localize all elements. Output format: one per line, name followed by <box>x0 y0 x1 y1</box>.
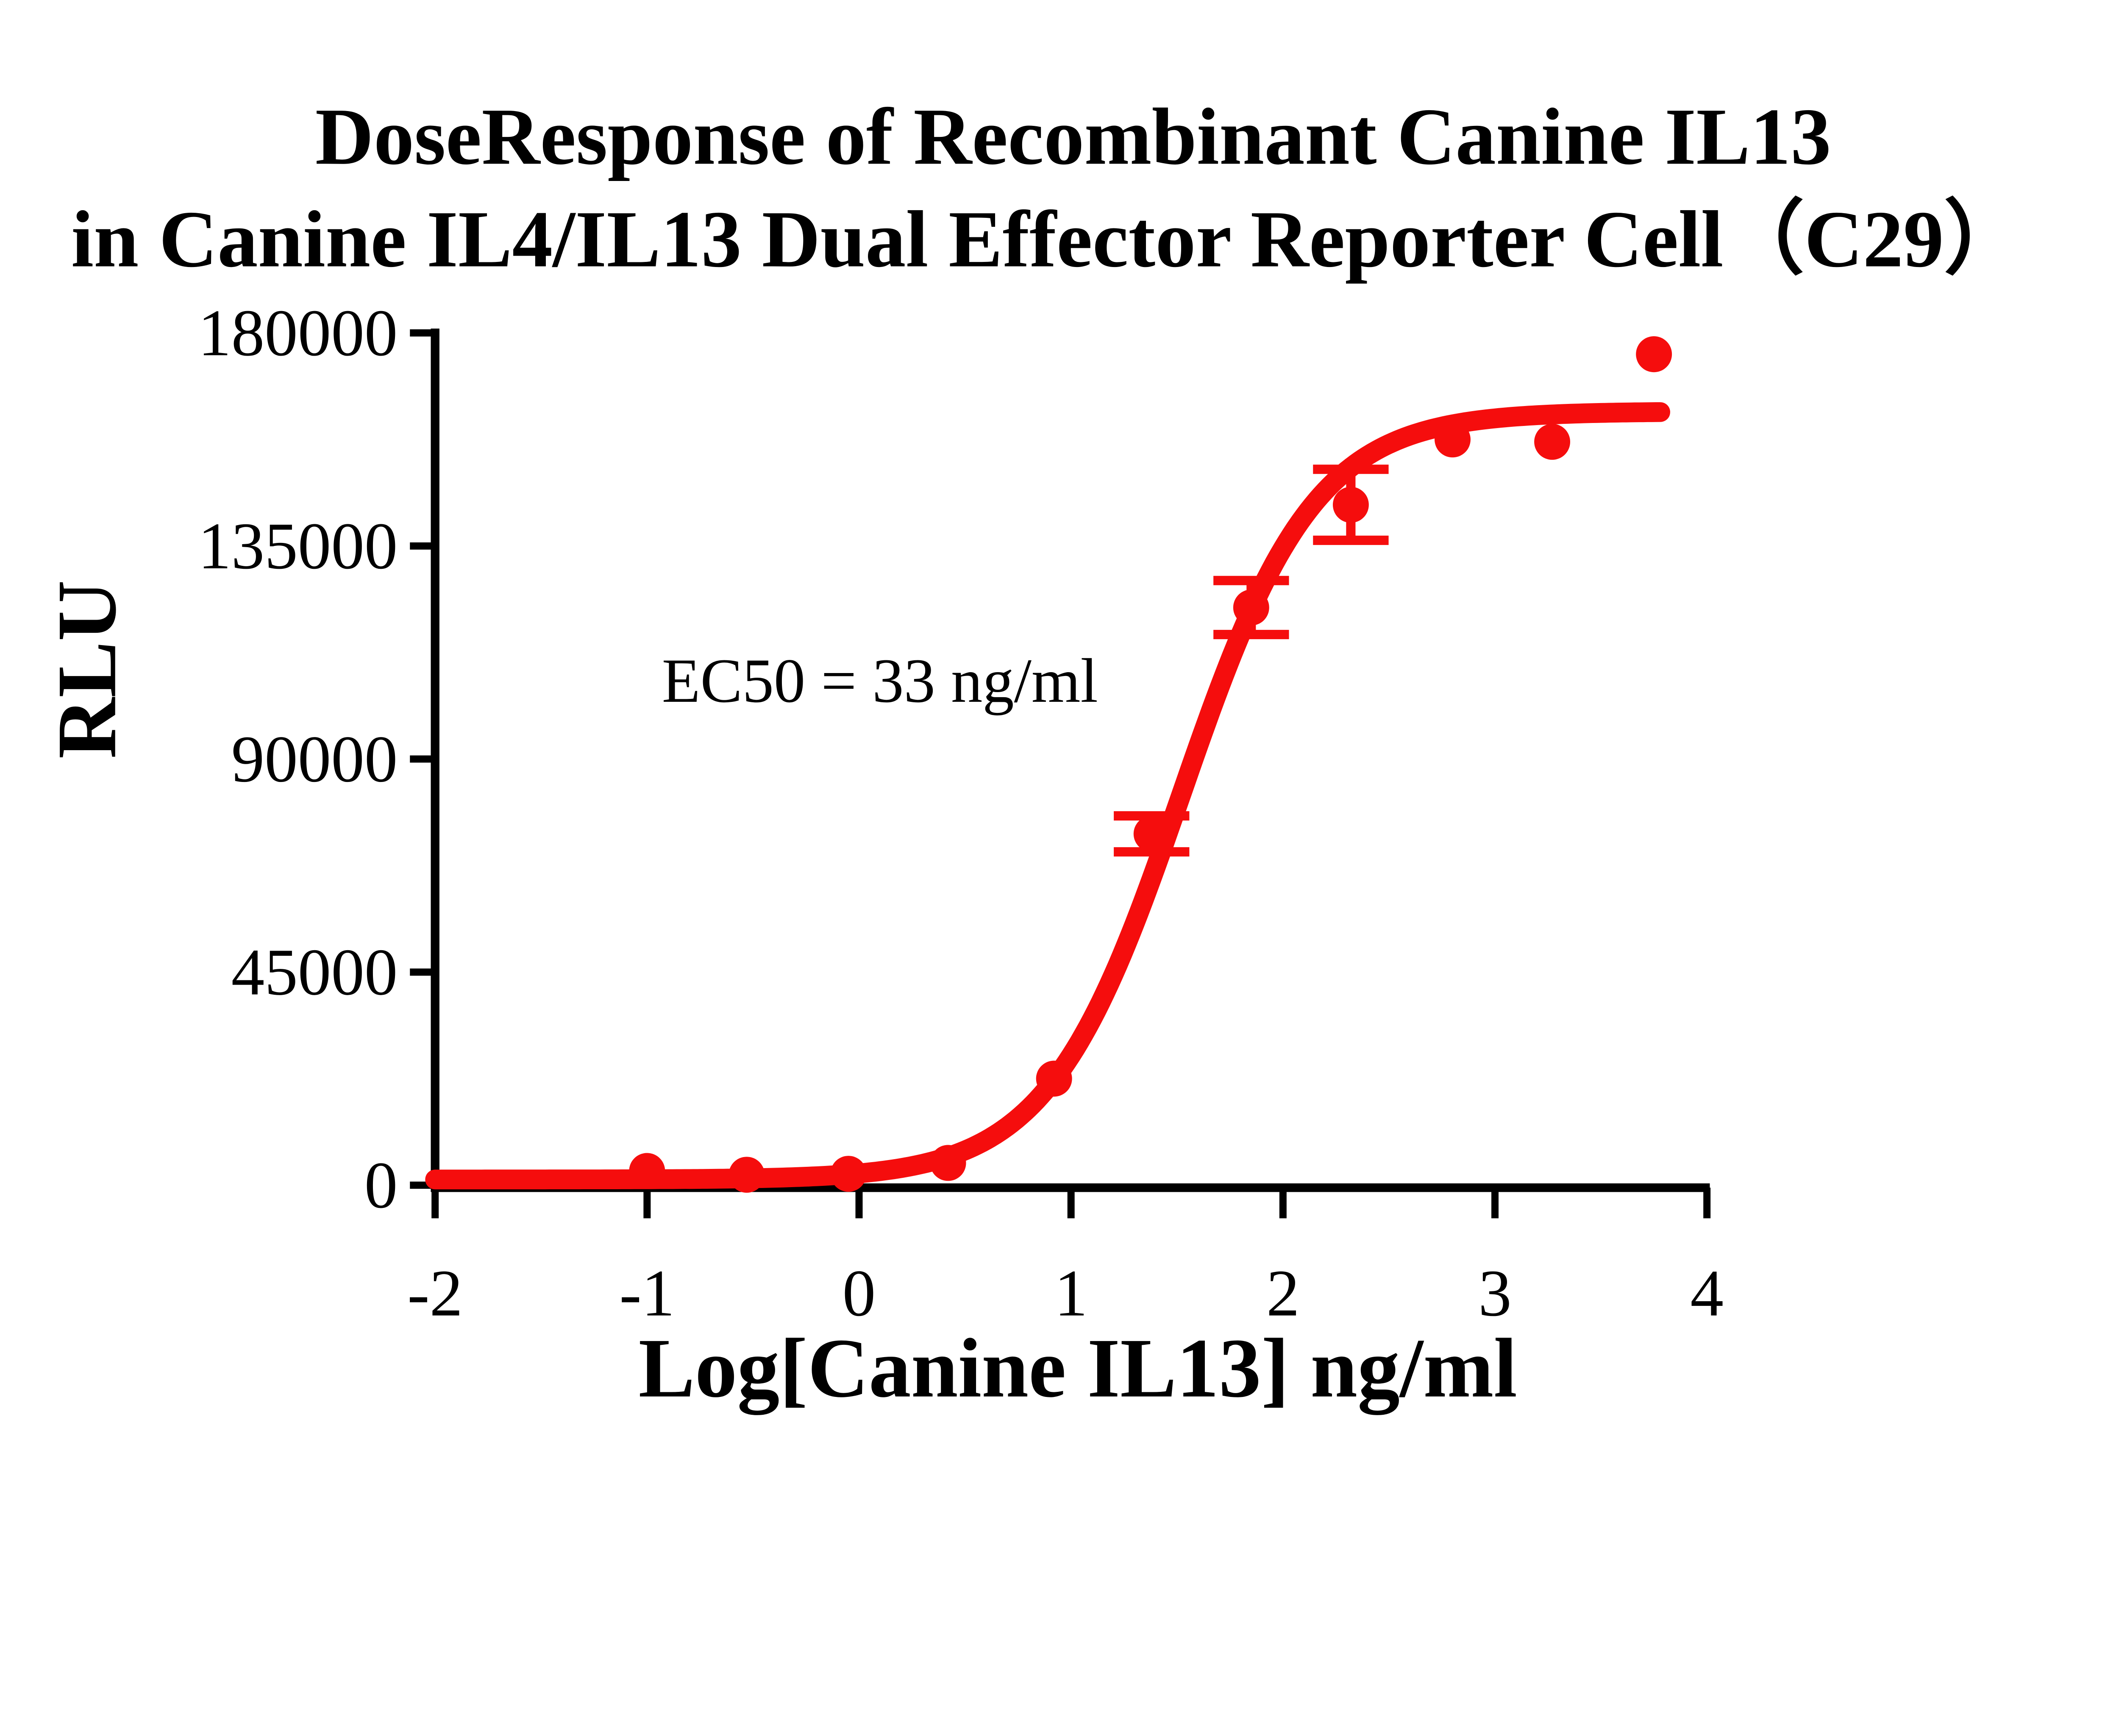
chart-title-line1: DoseResponse of Recombinant Canine IL13 <box>315 92 1831 181</box>
dose-response-chart: DoseResponse of Recombinant Canine IL13 … <box>40 92 2025 1415</box>
data-point <box>1133 815 1170 852</box>
y-tick-label: 180000 <box>198 296 398 370</box>
tick-labels-layer: 0 45000 90000 135000 180000 -2 -1 0 1 2 3 4 <box>198 296 1724 1330</box>
y-axis-title: RLU <box>40 580 134 759</box>
data-point <box>729 1157 765 1193</box>
x-tick-label: 3 <box>1478 1256 1512 1330</box>
ticks-layer <box>410 329 1711 1219</box>
x-tick-label: 1 <box>1054 1256 1088 1330</box>
x-tick-label: -1 <box>619 1256 675 1330</box>
data-point <box>830 1156 867 1192</box>
data-point <box>1534 423 1571 460</box>
data-point <box>629 1153 665 1189</box>
x-tick-label: 2 <box>1266 1256 1300 1330</box>
y-tick-label: 45000 <box>231 935 398 1009</box>
chart-canvas: DoseResponse of Recombinant Canine IL13 … <box>40 92 2025 1415</box>
y-tick-label: 0 <box>364 1148 398 1222</box>
chart-title-line2: in Canine IL4/IL13 Dual Effector Reporte… <box>71 195 2025 284</box>
x-tick-label: -2 <box>407 1256 463 1330</box>
data-point <box>1332 487 1369 523</box>
x-axis-title: Log[Canine IL13] ng/ml <box>639 1321 1517 1415</box>
data-points-layer <box>629 336 1672 1193</box>
error-bars-layer <box>1114 465 1389 857</box>
x-tick-label: 0 <box>843 1256 876 1330</box>
data-point <box>930 1145 966 1181</box>
data-point <box>1636 336 1672 373</box>
y-tick-label: 90000 <box>231 722 398 796</box>
x-tick-label: 4 <box>1690 1256 1724 1330</box>
ec50-annotation: EC50 = 33 ng/ml <box>662 646 1098 716</box>
y-tick-label: 135000 <box>198 509 398 583</box>
data-point <box>1036 1060 1072 1097</box>
data-point <box>1233 589 1269 626</box>
data-point <box>1435 421 1471 458</box>
